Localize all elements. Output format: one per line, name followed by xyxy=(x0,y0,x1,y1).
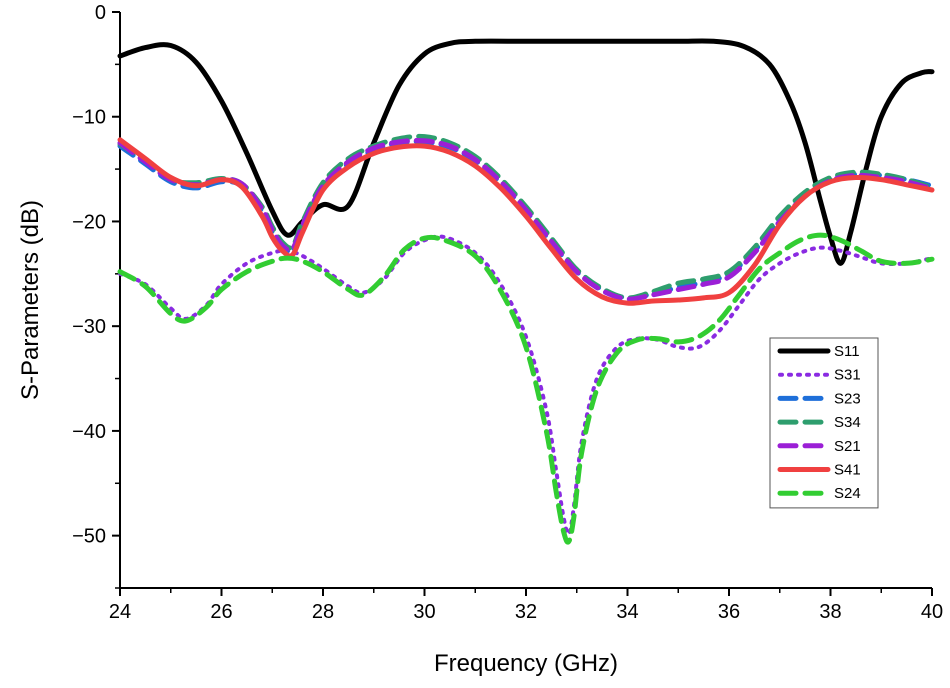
legend-label-s11: S11 xyxy=(834,343,860,360)
plot-area xyxy=(117,38,935,545)
legend-label-s23: S23 xyxy=(834,390,861,407)
x-tick-label: 30 xyxy=(413,601,435,623)
x-tick-label: 38 xyxy=(819,601,841,623)
y-tick-label: −50 xyxy=(72,526,106,548)
legend-label-s41: S41 xyxy=(834,462,861,479)
x-tick-label: 32 xyxy=(515,601,537,623)
x-tick-label: 26 xyxy=(210,601,232,623)
y-tick-label: −20 xyxy=(72,211,106,233)
x-tick-label: 28 xyxy=(312,601,334,623)
x-tick-label: 36 xyxy=(718,601,740,623)
series-line-s31 xyxy=(118,234,934,537)
legend-label-s24: S24 xyxy=(834,485,861,502)
x-axis-title: Frequency (GHz) xyxy=(434,650,618,677)
x-tick-label: 24 xyxy=(109,601,131,623)
y-tick-label: −10 xyxy=(72,107,106,129)
legend-label-s31: S31 xyxy=(834,367,861,384)
series-line-s24 xyxy=(117,232,935,545)
y-tick-label: −30 xyxy=(72,316,106,338)
y-axis-title: S-Parameters (dB) xyxy=(17,200,44,400)
series-line-s11 xyxy=(117,38,935,266)
x-tick-label: 40 xyxy=(921,601,943,623)
series-line-s41 xyxy=(117,137,935,306)
legend-label-s34: S34 xyxy=(834,414,861,431)
legend: S11 S31 S23 S34 S21 S41 S24 xyxy=(769,337,879,509)
x-tick-label: 34 xyxy=(616,601,638,623)
y-tick-label: 0 xyxy=(95,2,106,24)
legend-label-s21: S21 xyxy=(834,438,861,455)
axes: 24 26 28 30 32 34 36 38 40 0 −10 −20 −30 −40 −50 xyxy=(72,2,943,623)
y-tick-label: −40 xyxy=(72,421,106,443)
